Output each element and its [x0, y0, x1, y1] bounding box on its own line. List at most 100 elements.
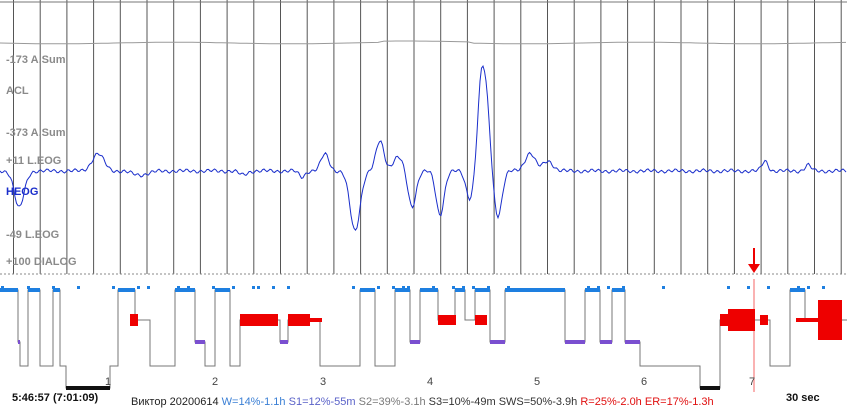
hour-marker-7: 7	[749, 376, 756, 388]
channel-label-heog: HEOG	[6, 186, 39, 198]
wake-segment	[612, 288, 625, 292]
rem-block	[475, 315, 487, 325]
wake-segment	[420, 288, 438, 292]
s1-segment	[195, 340, 205, 344]
channel-label-asum: -173 A.Sum	[6, 54, 66, 66]
wake-segment	[505, 288, 565, 292]
rem-block	[796, 318, 818, 322]
s1-segment	[625, 340, 640, 344]
channel-label-leog-low: -49 L.EOG	[6, 229, 60, 241]
wake-marker	[797, 286, 800, 289]
wake-marker	[462, 286, 465, 289]
hour-marker-2: 2	[212, 376, 219, 388]
current-position-marker[interactable]	[748, 248, 760, 392]
wake-segment	[118, 288, 135, 292]
s1-segment	[410, 340, 420, 344]
wake-marker	[177, 286, 180, 289]
wake-marker	[452, 286, 455, 289]
wake-marker	[507, 286, 510, 289]
wake-marker	[727, 286, 730, 289]
wake-segment	[215, 288, 230, 292]
stat-sws: SWS=50%-3.9h	[498, 396, 578, 408]
deep-sleep-segment	[66, 386, 110, 390]
wake-marker	[747, 286, 750, 289]
wake-segment	[790, 288, 805, 292]
wake-marker	[212, 286, 215, 289]
wake-marker	[77, 286, 80, 289]
wake-marker	[807, 286, 810, 289]
wake-marker	[112, 286, 115, 289]
channel-label-asum-2: -373 A.Sum	[6, 127, 66, 139]
stat-s3: S3=10%-49m	[428, 396, 496, 408]
wake-marker	[432, 286, 435, 289]
wake-marker	[662, 286, 665, 289]
stat-er: ER=17%-1.3h	[644, 396, 714, 408]
wake-segment	[0, 288, 5, 292]
stat-s1: S1=12%-55m	[288, 396, 356, 408]
wake-marker	[597, 286, 600, 289]
s1-segment	[600, 340, 612, 344]
rem-block	[760, 315, 768, 325]
rem-block	[818, 300, 842, 340]
rem-block	[288, 314, 310, 326]
status-bar: 5:46:57 (7:01:09) Виктор 20200614 W=14%-…	[0, 392, 847, 408]
wake-marker	[287, 286, 290, 289]
wake-marker	[607, 286, 610, 289]
rem-block	[130, 314, 138, 326]
red-arrow-icon	[748, 248, 760, 273]
rem-block	[720, 314, 728, 326]
acl-trace	[0, 40, 847, 45]
hour-marker-6: 6	[641, 376, 648, 388]
wake-marker	[1, 286, 4, 289]
wake-marker	[252, 286, 255, 289]
wake-marker	[822, 286, 825, 289]
stage-statistics: Виктор 20200614 W=14%-1.1h S1=12%-55m S2…	[131, 396, 714, 408]
signal-panel[interactable]	[0, 0, 847, 392]
wake-marker	[622, 286, 625, 289]
wake-marker	[27, 286, 30, 289]
stat-wake: W=14%-1.1h	[221, 396, 286, 408]
wake-marker	[257, 286, 260, 289]
wake-segment	[585, 288, 600, 292]
wake-segment	[455, 288, 465, 292]
s1-segment	[565, 340, 585, 344]
wake-marker	[232, 286, 235, 289]
s1-segment	[18, 340, 20, 344]
wake-marker	[352, 286, 355, 289]
recording-name: Виктор 20200614	[131, 396, 219, 408]
hypnogram[interactable]	[0, 286, 847, 390]
wake-marker	[137, 286, 140, 289]
epoch-length[interactable]: 30 sec	[786, 392, 820, 404]
wake-segment	[5, 288, 18, 292]
deep-sleep-segment	[700, 386, 720, 390]
channel-label-leog: +11 L.EOG	[6, 155, 62, 167]
rem-block	[728, 309, 755, 331]
hour-marker-3: 3	[320, 376, 327, 388]
wake-marker	[187, 286, 190, 289]
wake-marker	[147, 286, 150, 289]
wake-segment	[28, 288, 40, 292]
hour-marker-5: 5	[534, 376, 541, 388]
stat-rem: R=25%-2.0h	[580, 396, 642, 408]
wake-segment	[53, 288, 60, 292]
rem-block	[240, 314, 278, 326]
rem-block	[438, 315, 456, 325]
wake-marker	[472, 286, 475, 289]
wake-marker	[587, 286, 590, 289]
wake-marker	[487, 286, 490, 289]
wake-marker	[52, 286, 55, 289]
hour-marker-4: 4	[427, 376, 434, 388]
wake-marker	[392, 286, 395, 289]
wake-segment	[360, 288, 375, 292]
channel-label-acl: ACL	[6, 85, 29, 97]
heog-trace	[0, 65, 847, 231]
s1-segment	[280, 340, 288, 344]
stat-s2: S2=39%-3.1h	[358, 396, 426, 408]
wake-segment	[175, 288, 195, 292]
s1-segment	[490, 340, 505, 344]
wake-marker	[402, 286, 405, 289]
current-time: 5:46:57 (7:01:09)	[12, 392, 99, 404]
channel-label-dialog: +100 DIALOG	[6, 256, 77, 268]
time-grid	[0, 0, 847, 274]
